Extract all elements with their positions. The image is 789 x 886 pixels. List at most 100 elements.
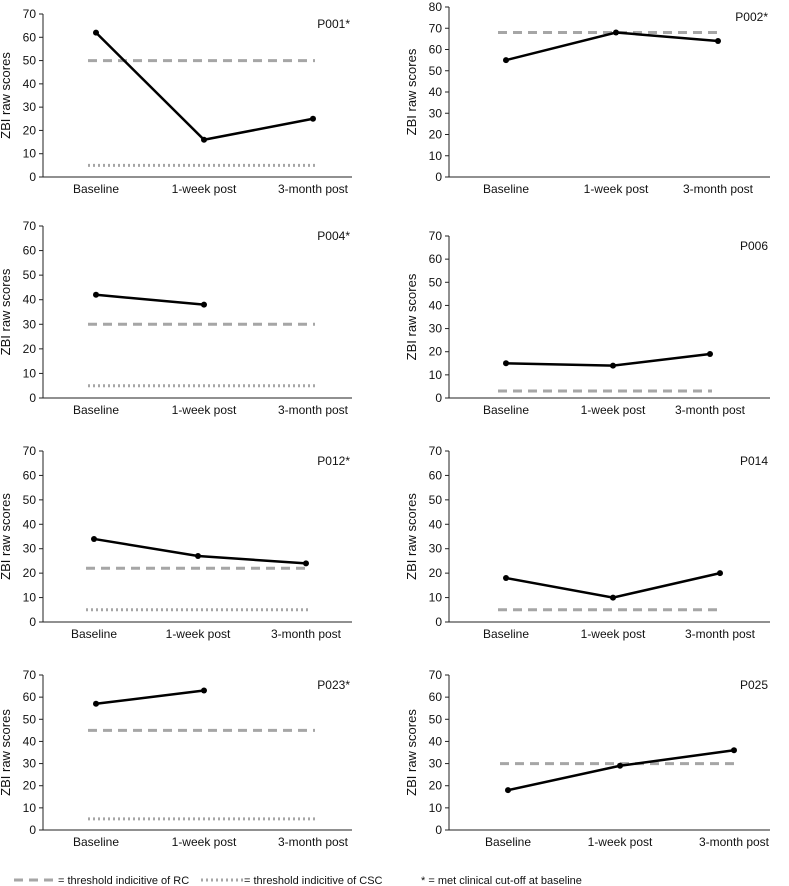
y-tick-label: 50 — [429, 275, 443, 289]
x-tick-label: 3-month post — [685, 627, 756, 641]
panel-title: P023* — [317, 678, 350, 692]
y-tick-label: 0 — [29, 170, 36, 184]
y-tick-label: 0 — [29, 391, 36, 405]
y-tick-label: 10 — [23, 147, 37, 161]
y-tick-label: 70 — [429, 21, 443, 35]
x-tick-label: 3-month post — [271, 627, 342, 641]
y-tick-label: 40 — [429, 517, 443, 531]
x-tick-label: Baseline — [485, 835, 531, 849]
chart-panel: 0 10 20 30 40 50 60 70 Baseline 1-week post 3-mont… — [404, 229, 770, 417]
x-tick-label: 3-month post — [683, 182, 754, 196]
y-tick-label: 50 — [23, 493, 37, 507]
data-point — [93, 700, 99, 707]
y-tick-label: 50 — [23, 712, 37, 726]
series-line — [505, 571, 721, 599]
series-line — [505, 352, 711, 367]
y-tick-label: 50 — [429, 712, 443, 726]
y-axis-title: ZBI raw scores — [0, 52, 13, 139]
chart-panels: 0 10 20 30 40 50 60 70 Baseline 1-week post 3-mont… — [0, 0, 770, 849]
y-tick-label: 40 — [23, 517, 37, 531]
x-tick-label: Baseline — [483, 627, 529, 641]
data-point — [717, 570, 723, 577]
y-tick-label: 50 — [23, 54, 37, 68]
y-tick-label: 70 — [429, 668, 443, 682]
legend: = threshold indicitive of RC = threshold… — [14, 875, 582, 886]
y-tick-label: 20 — [23, 779, 37, 793]
x-tick-label: 1-week post — [588, 835, 653, 849]
y-axis-title: ZBI raw scores — [404, 709, 419, 796]
y-tick-label: 60 — [23, 690, 37, 704]
series-line — [95, 293, 205, 306]
y-tick-label: 60 — [23, 30, 37, 44]
x-tick-label: 3-month post — [675, 403, 746, 417]
chart-panel: 0 10 20 30 40 50 60 70 Baseline 1-week post 3-mont… — [0, 444, 352, 641]
x-tick-label: 1-week post — [166, 627, 231, 641]
chart-panel: 0 10 20 30 40 50 60 70 Baseline 1-week post 3-mont… — [0, 7, 352, 196]
y-tick-label: 10 — [23, 801, 37, 815]
x-tick-label: Baseline — [73, 182, 119, 196]
y-tick-label: 60 — [429, 468, 443, 482]
x-tick-label: 1-week post — [172, 182, 237, 196]
panel-title: P025 — [740, 678, 768, 692]
y-tick-label: 10 — [429, 149, 443, 163]
data-point — [201, 301, 207, 308]
y-tick-label: 20 — [429, 128, 443, 142]
series-line — [507, 749, 735, 792]
y-tick-label: 40 — [429, 298, 443, 312]
x-tick-label: 3-month post — [278, 182, 349, 196]
y-tick-label: 0 — [435, 615, 442, 629]
data-point — [310, 115, 316, 122]
legend-note: * = met clinical cut-off at baseline — [421, 875, 582, 886]
data-point — [715, 38, 721, 44]
data-point — [610, 594, 616, 601]
data-point — [201, 136, 207, 143]
y-tick-label: 30 — [23, 317, 37, 331]
y-tick-label: 30 — [23, 100, 37, 114]
data-point — [201, 687, 207, 694]
y-tick-label: 10 — [429, 368, 443, 382]
y-tick-label: 60 — [23, 244, 37, 258]
y-tick-label: 0 — [435, 170, 442, 184]
y-tick-label: 20 — [429, 779, 443, 793]
y-tick-label: 60 — [429, 43, 443, 57]
y-axis-title: ZBI raw scores — [0, 268, 13, 355]
y-tick-label: 0 — [435, 391, 442, 405]
y-tick-label: 70 — [23, 668, 37, 682]
y-tick-label: 40 — [23, 77, 37, 91]
data-point — [503, 360, 509, 367]
y-axis-title: ZBI raw scores — [404, 273, 419, 360]
data-point — [303, 560, 309, 567]
data-point — [505, 787, 511, 794]
x-tick-label: 3-month post — [278, 403, 349, 417]
x-tick-label: Baseline — [73, 403, 119, 417]
legend-csc-label: = threshold indicitive of CSC — [244, 875, 383, 886]
data-point — [610, 362, 616, 369]
data-point — [613, 29, 619, 36]
y-tick-label: 10 — [23, 591, 37, 605]
data-point — [707, 351, 713, 358]
y-tick-label: 20 — [23, 566, 37, 580]
y-tick-label: 20 — [429, 345, 443, 359]
y-tick-label: 30 — [429, 542, 443, 556]
panel-title: P012* — [317, 454, 350, 468]
x-tick-label: Baseline — [483, 182, 529, 196]
y-tick-label: 20 — [429, 566, 443, 580]
y-tick-label: 40 — [429, 734, 443, 748]
y-tick-label: 70 — [429, 444, 443, 458]
y-tick-label: 60 — [429, 690, 443, 704]
x-tick-label: Baseline — [73, 835, 119, 849]
data-point — [195, 553, 201, 560]
legend-rc-label: = threshold indicitive of RC — [58, 875, 189, 886]
data-point — [503, 57, 509, 64]
y-tick-label: 60 — [23, 468, 37, 482]
y-tick-label: 0 — [29, 823, 36, 837]
y-tick-label: 30 — [23, 542, 37, 556]
panel-title: P014 — [740, 454, 768, 468]
y-tick-label: 30 — [429, 322, 443, 336]
x-tick-label: 3-month post — [699, 835, 770, 849]
y-tick-label: 10 — [429, 801, 443, 815]
y-tick-label: 70 — [429, 229, 443, 243]
x-tick-label: 1-week post — [172, 835, 237, 849]
y-axis-title: ZBI raw scores — [404, 48, 419, 135]
